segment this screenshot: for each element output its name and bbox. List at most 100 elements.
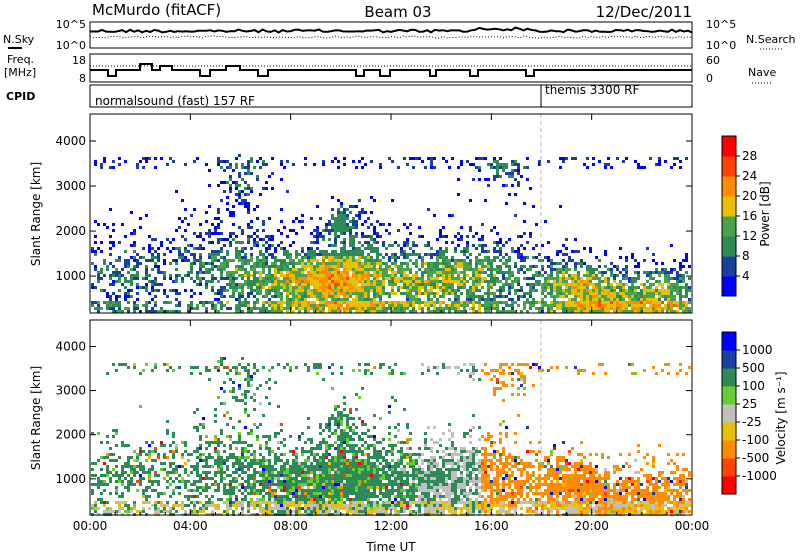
power-cells-cell xyxy=(343,280,346,283)
power-cells-cell xyxy=(355,292,358,295)
power-cells-cell xyxy=(508,193,511,196)
power-cells-cell xyxy=(598,295,601,298)
power-cells-cell xyxy=(271,310,274,313)
power-cells-cell xyxy=(361,262,364,265)
vel-cells-cell xyxy=(307,468,310,471)
vel-cells-cell xyxy=(118,504,121,507)
vel-cells-cell xyxy=(106,372,109,375)
vel-cells-cell xyxy=(127,465,130,468)
vel-cells-cell xyxy=(148,468,151,471)
power-cells-cell xyxy=(601,307,604,310)
vel-cells-cell xyxy=(268,450,271,453)
vel-cells-cell xyxy=(268,387,271,390)
power-cells-cell xyxy=(247,280,250,283)
power-cbar-segment xyxy=(722,136,736,157)
vel-cells-cell xyxy=(232,396,235,399)
power-cells-cell xyxy=(613,265,616,268)
power-cells-cell xyxy=(508,271,511,274)
power-cells-cell xyxy=(367,271,370,274)
power-cells-cell xyxy=(286,289,289,292)
power-cells-cell xyxy=(286,190,289,193)
power-cells-cell xyxy=(241,202,244,205)
power-cells-cell xyxy=(361,307,364,310)
vel-cells-cell xyxy=(223,402,226,405)
power-cells-cell xyxy=(565,157,568,160)
power-cells-cell xyxy=(265,310,268,313)
vel-cells-cell xyxy=(250,483,253,486)
power-cells-cell xyxy=(349,205,352,208)
power-cells-cell xyxy=(382,256,385,259)
vel-cells-cell xyxy=(205,366,208,369)
power-cells-cell xyxy=(160,271,163,274)
power-cells-cell xyxy=(178,292,181,295)
power-cells-cell xyxy=(490,280,493,283)
vel-cells-cell xyxy=(133,504,136,507)
power-cells-cell xyxy=(430,256,433,259)
power-cells-cell xyxy=(502,169,505,172)
vel-cells-cell xyxy=(325,444,328,447)
power-cells-cell xyxy=(241,274,244,277)
vel-cells-cell xyxy=(217,366,220,369)
power-cells-cell xyxy=(679,274,682,277)
power-cells-cell xyxy=(226,301,229,304)
vel-cells-cell xyxy=(244,396,247,399)
power-cells-cell xyxy=(682,307,685,310)
power-cells-cell xyxy=(340,226,343,229)
vel-cells-cell xyxy=(127,504,130,507)
power-cells-cell xyxy=(307,289,310,292)
power-cells-cell xyxy=(241,262,244,265)
power-cells-cell xyxy=(493,268,496,271)
vel-cells-cell xyxy=(322,474,325,477)
power-cells-cell xyxy=(661,292,664,295)
power-cells-cell xyxy=(322,277,325,280)
power-cells-cell xyxy=(304,301,307,304)
power-cells-cell xyxy=(226,160,229,163)
power-cells-cell xyxy=(463,283,466,286)
power-cells-cell xyxy=(250,247,253,250)
vel-cells-cell xyxy=(199,435,202,438)
power-cells-cell xyxy=(337,283,340,286)
vel-cells-cell xyxy=(274,453,277,456)
power-cells-cell xyxy=(268,277,271,280)
power-cells-cell xyxy=(94,286,97,289)
power-cells-cell xyxy=(202,271,205,274)
power-cells-cell xyxy=(529,304,532,307)
power-cells-cell xyxy=(535,271,538,274)
power-cells-cell xyxy=(352,244,355,247)
power-cells-cell xyxy=(532,289,535,292)
power-cells-cell xyxy=(526,157,529,160)
power-cells-cell xyxy=(196,247,199,250)
power-cells-cell xyxy=(478,274,481,277)
vel-cells-cell xyxy=(193,504,196,507)
vel-cells-cell xyxy=(316,459,319,462)
power-cells-cell xyxy=(487,304,490,307)
vel-cells-cell xyxy=(253,507,256,510)
power-cells-cell xyxy=(619,283,622,286)
power-cells-cell xyxy=(181,235,184,238)
power-cells-cell xyxy=(127,301,130,304)
power-cells-cell xyxy=(259,292,262,295)
power-cells-cell xyxy=(229,211,232,214)
power-cells-cell xyxy=(685,271,688,274)
power-cells-cell xyxy=(148,235,151,238)
power-cells-cell xyxy=(628,304,631,307)
power-cells-cell xyxy=(364,307,367,310)
vel-cells-cell xyxy=(328,486,331,489)
power-cells-cell xyxy=(643,283,646,286)
power-cells-cell xyxy=(562,271,565,274)
vel-cells-cell xyxy=(304,474,307,477)
vel-cells-cell xyxy=(217,468,220,471)
power-cells-cell xyxy=(301,292,304,295)
power-cells-cell xyxy=(631,292,634,295)
power-cells-cell xyxy=(295,232,298,235)
vel-cells-cell xyxy=(148,444,151,447)
vel-cells-cell xyxy=(313,456,316,459)
vel-cells-cell xyxy=(289,369,292,372)
vel-cells-cell xyxy=(328,453,331,456)
vel-cells-cell xyxy=(307,450,310,453)
power-cells-cell xyxy=(109,295,112,298)
power-cells-cell xyxy=(217,226,220,229)
power-cells-cell xyxy=(373,262,376,265)
power-cells-cell xyxy=(412,166,415,169)
power-cells-cell xyxy=(256,292,259,295)
